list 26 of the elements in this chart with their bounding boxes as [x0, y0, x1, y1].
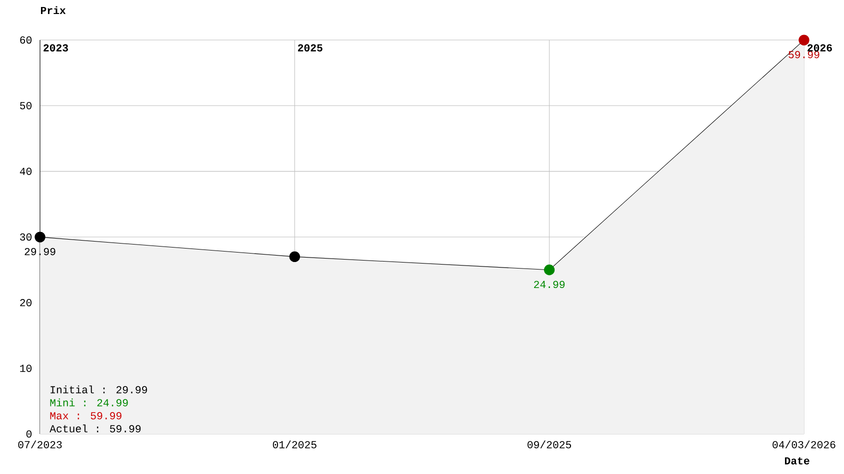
x-tick-label: 07/2023	[18, 440, 62, 448]
y-tick-label: 0	[26, 430, 32, 438]
x-tick-label: 01/2025	[272, 440, 316, 448]
data-label: 59.99	[788, 51, 820, 58]
annotation: Initial : 29.99	[50, 386, 148, 394]
annotation: 2025	[298, 44, 322, 52]
x-tick-label: 09/2025	[528, 440, 572, 448]
annotation: Max : 59.99	[50, 412, 122, 420]
point	[798, 34, 810, 46]
point	[544, 264, 555, 276]
data-label: 24.99	[534, 280, 565, 288]
y-axis-title: Prix	[40, 6, 66, 14]
x-axis-title: Date	[784, 457, 810, 464]
y-tick-label: 10	[20, 364, 32, 372]
text: 2026	[808, 44, 832, 52]
annotation: Actuel : 59.99	[50, 424, 141, 432]
annotation: Mini : 24.99	[50, 398, 128, 406]
y-tick-label: 50	[20, 102, 32, 110]
annotation: 2023	[44, 44, 68, 52]
y-tick-label: 30	[20, 233, 32, 241]
y-tick-label: 20	[20, 299, 32, 306]
x-tick-label: 04/03/2026	[772, 440, 836, 448]
y-tick-label: 60	[20, 36, 32, 44]
point	[289, 251, 300, 262]
y-tick-label: 40	[20, 168, 32, 175]
point	[34, 232, 46, 242]
